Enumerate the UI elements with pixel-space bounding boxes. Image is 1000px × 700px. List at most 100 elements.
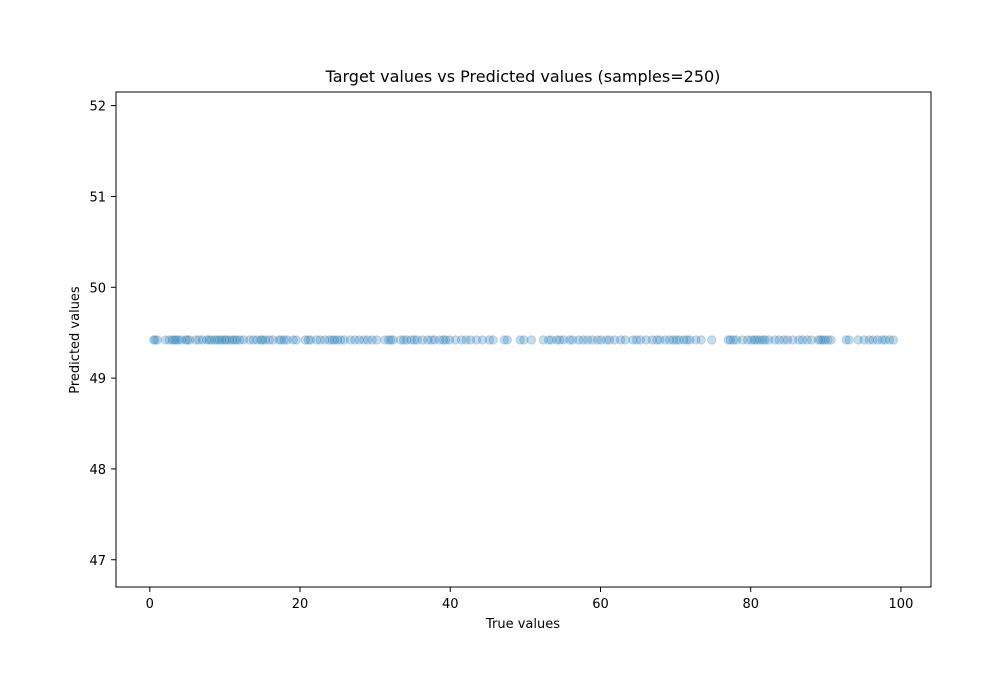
scatter-point (193, 335, 204, 345)
scatter-point (815, 335, 826, 345)
scatter-point (339, 335, 350, 345)
scatter-point (806, 335, 817, 345)
scatter-point (601, 335, 612, 345)
scatter-point (202, 335, 212, 345)
scatter-point (182, 335, 193, 345)
scatter-point (596, 335, 606, 345)
scatter-point (315, 335, 326, 345)
y-axis-ticks: 47 48 49 50 51 52 (89, 100, 116, 569)
scatter-point (190, 335, 201, 345)
scatter-point (429, 335, 440, 345)
scatter-point (635, 335, 645, 345)
plot-frame (115, 91, 932, 588)
scatter-point (268, 335, 278, 345)
scatter-point (291, 335, 301, 345)
scatter-point (610, 335, 620, 345)
scatter-point (628, 335, 638, 345)
points-layer (148, 335, 899, 345)
scatter-point (256, 335, 266, 345)
scatter-point (359, 335, 369, 345)
scatter-point (406, 335, 416, 345)
scatter-point (181, 335, 191, 345)
scatter-point (616, 335, 626, 345)
scatter-point (818, 335, 828, 345)
scatter-point (450, 335, 461, 345)
scatter-point (813, 335, 824, 345)
scatter-point (423, 335, 433, 345)
scatter-point (574, 335, 584, 345)
scatter-point (755, 335, 765, 345)
y-tick-label: 50 (89, 281, 106, 296)
scatter-point (864, 335, 875, 345)
scatter-point (217, 335, 227, 345)
scatter-point (274, 335, 284, 345)
x-tick-label: 20 (292, 597, 309, 612)
scatter-point (552, 335, 562, 345)
scatter-point (383, 335, 394, 345)
scatter-point (488, 335, 498, 345)
scatter-point (169, 335, 180, 345)
scatter-point (167, 335, 178, 345)
scatter-point (395, 335, 406, 345)
scatter-point (764, 335, 774, 345)
scatter-point (737, 335, 748, 345)
scatter-point (212, 335, 223, 345)
scatter-point (332, 335, 343, 345)
scatter-point (206, 335, 217, 345)
scatter-point (794, 335, 804, 345)
scatter-point (746, 335, 757, 345)
scatter-point (868, 335, 878, 345)
scatter-point (743, 335, 753, 345)
scatter-point (797, 335, 808, 345)
scatter-point (604, 335, 615, 345)
scatter-point (725, 335, 736, 345)
scatter-point (444, 335, 455, 345)
scatter-point (305, 335, 316, 345)
scatter-point (350, 335, 360, 345)
x-axis-label: True values (485, 617, 560, 632)
scatter-point (674, 335, 685, 345)
scatter-point (844, 335, 854, 345)
y-axis-label: Predicted values (68, 286, 83, 394)
scatter-point (749, 335, 760, 345)
x-tick-label: 0 (146, 597, 154, 612)
scatter-point (417, 335, 428, 345)
scatter-point (227, 335, 238, 345)
scatter-point (782, 335, 793, 345)
scatter-point (239, 335, 249, 345)
scatter-point (685, 335, 695, 345)
scatter-point (148, 335, 159, 345)
scatter-point (652, 335, 662, 345)
scatter-point (555, 335, 565, 345)
scatter-point (320, 335, 330, 345)
scatter-point (214, 335, 225, 345)
scatter-point (311, 335, 322, 345)
scatter-point (538, 335, 549, 345)
scatter-point (647, 335, 658, 345)
scatter-point (303, 335, 313, 345)
scatter-point (257, 335, 268, 345)
scatter-point (245, 335, 255, 345)
scatter-point (367, 335, 377, 345)
scatter-point (471, 335, 482, 345)
scatter-point (252, 335, 262, 345)
scatter-point (409, 335, 419, 345)
scatter-point (345, 335, 356, 345)
scatter-point (327, 335, 338, 345)
scatter-point (558, 335, 569, 345)
scatter-point (221, 335, 232, 345)
scatter-point (398, 335, 409, 345)
scatter-point (731, 335, 742, 345)
scatter-point (728, 335, 739, 345)
y-tick-label: 47 (89, 554, 106, 569)
scatter-point (204, 335, 214, 345)
scatter-point (546, 335, 557, 345)
scatter-point (260, 335, 271, 345)
scatter-point (232, 335, 242, 345)
x-tick-label: 100 (889, 597, 914, 612)
scatter-point (682, 335, 692, 345)
scatter-point (456, 335, 467, 345)
scatter-point (578, 335, 588, 345)
